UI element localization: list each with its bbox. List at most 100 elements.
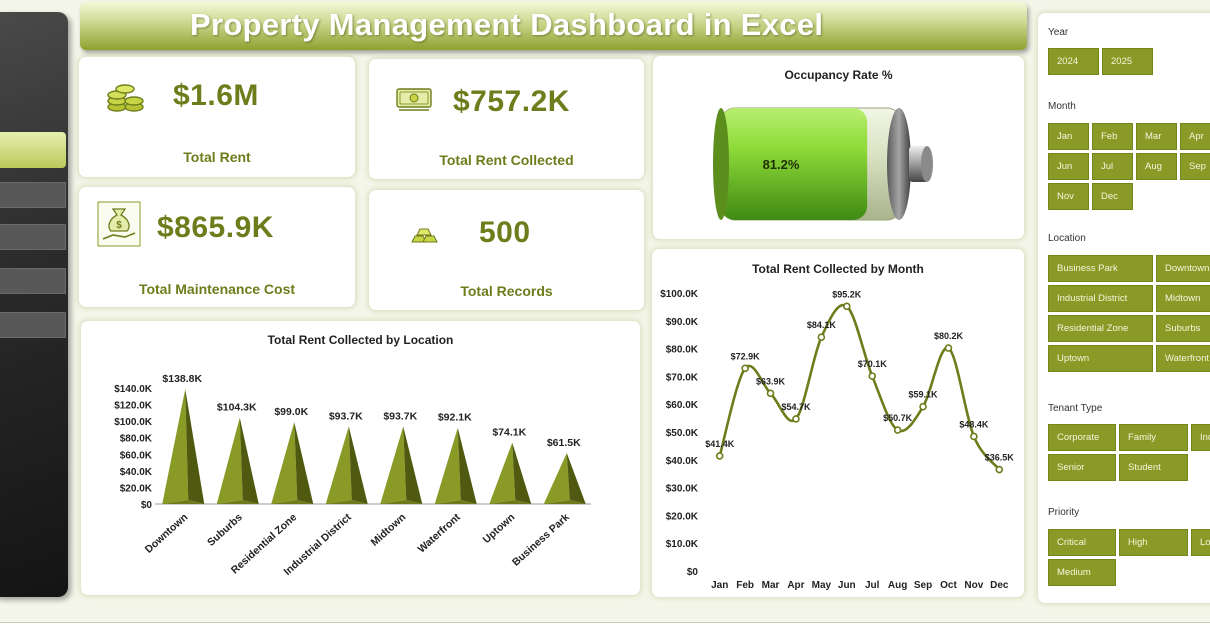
month-option-jul[interactable]: Jul: [1092, 153, 1133, 180]
month-option-mar[interactable]: Mar: [1136, 123, 1177, 150]
month-data-label: $70.1K: [858, 359, 888, 369]
location-option-suburbs[interactable]: Suburbs: [1156, 315, 1210, 342]
cash-icon: [396, 88, 432, 111]
rent-by-location-chart: $0 $20.0K $40.0K $60.0K $80.0K $100.0K $120.0K…: [114, 373, 591, 578]
location-y-tick: $140.0K: [114, 384, 153, 395]
month-data-label: $80.2K: [934, 331, 964, 341]
location-option-uptown[interactable]: Uptown: [1048, 345, 1153, 372]
priority-option-medium[interactable]: Medium: [1048, 559, 1116, 586]
month-data-label: $54.7K: [781, 402, 811, 412]
location-category-label: Waterfront: [416, 511, 464, 556]
month-data-point: [842, 302, 851, 311]
location-y-tick: $100.0K: [114, 417, 153, 428]
location-slicer-label: Location: [1048, 233, 1086, 244]
month-category-label: May: [812, 580, 832, 591]
total-records-label: Total Records: [460, 283, 553, 299]
month-y-tick: $80.0K: [666, 345, 699, 356]
year-option-2024[interactable]: 2024: [1048, 48, 1099, 75]
svg-text:$: $: [116, 220, 122, 231]
month-category-label: Jan: [711, 580, 728, 591]
location-bar: [543, 453, 586, 504]
location-category-label: Business Park: [510, 511, 572, 568]
year-option-2025[interactable]: 2025: [1102, 48, 1153, 75]
month-option-jan[interactable]: Jan: [1048, 123, 1089, 150]
coins-icon: [107, 84, 144, 112]
priority-option-high[interactable]: High: [1119, 529, 1188, 556]
month-category-label: Oct: [940, 580, 957, 591]
location-bar: [489, 442, 532, 504]
location-bar: [325, 426, 368, 504]
month-y-tick: $40.0K: [666, 456, 699, 467]
nav-item-2[interactable]: [0, 224, 66, 250]
month-data-point: [944, 344, 953, 352]
location-option-residential-zone[interactable]: Residential Zone: [1048, 315, 1153, 342]
kpi-card-total-records: 500 Total Records: [368, 189, 645, 311]
rent-by-month-title: Total Rent Collected by Month: [752, 262, 924, 276]
rent-by-location-card: Total Rent Collected by Location $0 $20.0…: [80, 320, 641, 596]
location-option-waterfront[interactable]: Waterfront: [1156, 345, 1210, 372]
tenant-option-senior[interactable]: Senior: [1048, 454, 1116, 481]
nav-item-1[interactable]: [0, 182, 66, 208]
sheet-bottom-edge: [0, 622, 1210, 642]
location-option-business-park[interactable]: Business Park: [1048, 255, 1153, 282]
location-data-label: $92.1K: [438, 412, 472, 424]
tenant-option-student[interactable]: Student: [1119, 454, 1188, 481]
month-data-point: [817, 333, 826, 342]
location-bar: [216, 417, 259, 504]
location-category-label: Downtown: [143, 511, 190, 555]
occupancy-rate-card: Occupancy Rate %: [652, 55, 1025, 240]
location-option-industrial-district[interactable]: Industrial District: [1048, 285, 1153, 312]
priority-slicer-label: Priority: [1048, 507, 1080, 518]
month-y-tick: $70.0K: [666, 372, 699, 383]
priority-option-low[interactable]: Lo: [1191, 529, 1210, 556]
nav-item-3[interactable]: e: [0, 268, 66, 294]
tenant-option-family[interactable]: Family: [1119, 424, 1188, 451]
total-rent-value: $1.6M: [173, 79, 259, 112]
month-y-tick: $30.0K: [666, 484, 699, 495]
month-option-aug[interactable]: Aug: [1136, 153, 1177, 180]
money-bag-hand-icon: $: [97, 201, 141, 247]
month-data-point: [919, 402, 927, 411]
month-data-point: [766, 389, 775, 398]
location-option-downtown[interactable]: Downtown: [1156, 255, 1210, 282]
nav-item-4[interactable]: [0, 312, 66, 338]
month-data-label: $48.4K: [959, 419, 989, 429]
location-data-label: $61.5K: [547, 437, 581, 449]
tenant-option-individual[interactable]: Ind: [1191, 424, 1210, 451]
total-rent-collected-label: Total Rent Collected: [439, 152, 574, 168]
location-category-label: Uptown: [481, 511, 518, 546]
month-y-tick: $90.0K: [666, 317, 699, 328]
total-records-value: 500: [479, 216, 531, 249]
location-data-label: $93.7K: [329, 410, 363, 422]
month-option-feb[interactable]: Feb: [1092, 123, 1133, 150]
month-option-jun[interactable]: Jun: [1048, 153, 1089, 180]
location-y-tick: $80.0K: [120, 434, 153, 445]
priority-option-critical[interactable]: Critical: [1048, 529, 1116, 556]
month-option-nov[interactable]: Nov: [1048, 183, 1089, 210]
month-category-label: Jun: [838, 580, 856, 591]
battery-fill: [721, 108, 868, 220]
tenant-type-slicer-label: Tenant Type: [1048, 403, 1103, 414]
location-y-tick: $0: [141, 500, 153, 511]
nav-item-active[interactable]: [0, 132, 66, 168]
month-option-apr[interactable]: Apr: [1180, 123, 1210, 150]
location-bar: [380, 426, 423, 504]
month-series-line: [718, 303, 1001, 471]
month-y-tick: $60.0K: [666, 400, 699, 411]
month-data-point: [741, 364, 749, 373]
month-data-label: $84.1K: [807, 320, 837, 330]
month-category-label: Dec: [990, 580, 1009, 591]
year-slicer-label: Year: [1048, 27, 1069, 38]
month-option-dec[interactable]: Dec: [1092, 183, 1133, 210]
location-option-midtown[interactable]: Midtown: [1156, 285, 1210, 312]
month-option-sep[interactable]: Sep: [1180, 153, 1210, 180]
month-category-label: Feb: [736, 580, 754, 591]
month-category-label: Nov: [964, 580, 983, 591]
navigation-panel: e: [0, 12, 68, 597]
occupancy-rate-title: Occupancy Rate %: [784, 68, 893, 82]
month-y-tick: $0: [687, 567, 699, 578]
month-y-tick: $10.0K: [666, 539, 699, 550]
month-data-label: $41.4K: [705, 439, 735, 449]
location-data-label: $93.7K: [383, 410, 417, 422]
tenant-option-corporate[interactable]: Corporate: [1048, 424, 1116, 451]
